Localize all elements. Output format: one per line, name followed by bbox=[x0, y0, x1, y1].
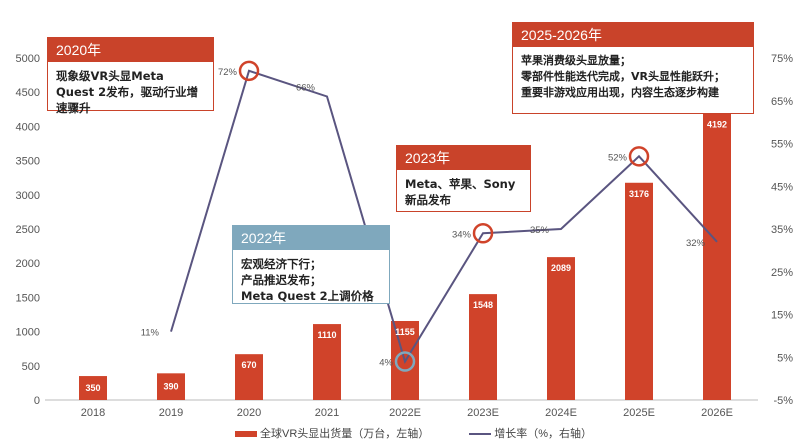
annotation-2022: 2022年 宏观经济下行； 产品推迟发布； Meta Quest 2上调价格 bbox=[232, 225, 390, 304]
right-tick-label: -5% bbox=[773, 395, 793, 407]
x-tick-label: 2022E bbox=[389, 407, 421, 419]
annotation-line: Meta Quest 2上调价格 bbox=[241, 289, 374, 303]
left-tick-label: 1500 bbox=[16, 292, 40, 304]
left-tick-label: 3000 bbox=[16, 190, 40, 202]
x-tick-label: 2023E bbox=[467, 407, 499, 419]
bar-value-label: 350 bbox=[85, 383, 100, 393]
bar-swatch bbox=[235, 431, 257, 438]
right-tick-label: 45% bbox=[771, 181, 793, 193]
left-tick-label: 4000 bbox=[16, 121, 40, 133]
left-tick-label: 1000 bbox=[16, 327, 40, 339]
left-tick-label: 2500 bbox=[16, 224, 40, 236]
annotation-2025-2026: 2025-2026年 苹果消费级头显放量； 零部件性能迭代完成，VR头显性能跃升… bbox=[512, 22, 754, 114]
growth-line bbox=[170, 69, 718, 364]
bar-value-label: 1155 bbox=[395, 327, 415, 337]
bar-value-label: 390 bbox=[163, 382, 178, 392]
bar-value-label: 3176 bbox=[629, 189, 649, 199]
highlight-circle bbox=[472, 223, 494, 244]
line-swatch bbox=[469, 433, 492, 436]
x-tick-label: 2024E bbox=[545, 407, 577, 419]
bar bbox=[157, 373, 185, 400]
growth-label: 34% bbox=[452, 229, 472, 240]
annotation-2020: 2020年 现象级VR头显Meta Quest 2发布，驱动行业增速骤升 bbox=[47, 37, 214, 115]
annotation-line: 零部件性能迭代完成，VR头显性能跃升； bbox=[521, 70, 725, 83]
annotation-line: 重要非游戏应用出现，内容生态逐步构建 bbox=[521, 86, 719, 99]
bar bbox=[547, 257, 575, 400]
annotation-title: 2020年 bbox=[48, 38, 213, 62]
growth-label: 32% bbox=[686, 238, 706, 249]
bar bbox=[625, 182, 653, 400]
right-tick-label: 55% bbox=[771, 139, 793, 151]
left-tick-label: 3500 bbox=[16, 156, 40, 168]
growth-label: 72% bbox=[218, 67, 238, 78]
bar bbox=[235, 354, 263, 400]
bar-value-label: 670 bbox=[241, 360, 256, 370]
legend: 全球VR头显出货量（万台，左轴） 增长率（%，右轴） bbox=[235, 425, 592, 441]
bar-value-label: 4192 bbox=[707, 119, 727, 129]
growth-label: 11% bbox=[141, 328, 160, 339]
left-tick-label: 2000 bbox=[16, 258, 40, 270]
bar-value-label: 2089 bbox=[551, 263, 571, 273]
x-tick-label: 2021 bbox=[315, 407, 339, 419]
bar bbox=[469, 294, 497, 400]
legend-label: 增长率（%，右轴） bbox=[494, 428, 593, 440]
annotation-line: 苹果消费级头显放量； bbox=[521, 54, 631, 67]
right-tick-label: 15% bbox=[771, 310, 793, 322]
x-tick-label: 2025E bbox=[623, 407, 655, 419]
legend-label: 全球VR头显出货量（万台，左轴） bbox=[260, 428, 430, 440]
annotation-title: 2023年 bbox=[397, 146, 530, 170]
bar-value-label: 1110 bbox=[317, 330, 336, 340]
x-tick-label: 2020 bbox=[237, 407, 261, 419]
bar-value-label: 1548 bbox=[473, 300, 493, 310]
annotation-title: 2025-2026年 bbox=[513, 23, 753, 47]
annotation-text: 现象级VR头显Meta Quest 2发布，驱动行业增速骤升 bbox=[56, 69, 199, 115]
left-tick-label: 5000 bbox=[16, 53, 40, 65]
annotation-line: 宏观经济下行； bbox=[241, 257, 322, 271]
left-tick-label: 4500 bbox=[16, 87, 40, 99]
legend-item-line: 增长率（%，右轴） bbox=[469, 425, 592, 441]
bar bbox=[313, 324, 341, 400]
annotation-text: Meta、苹果、Sony新品发布 bbox=[405, 177, 516, 207]
annotation-title: 2022年 bbox=[233, 226, 389, 250]
right-tick-label: 65% bbox=[771, 96, 793, 108]
growth-label: 52% bbox=[608, 152, 628, 163]
legend-item-bar: 全球VR头显出货量（万台，左轴） bbox=[235, 425, 429, 441]
right-tick-label: 25% bbox=[771, 267, 793, 279]
right-tick-label: 5% bbox=[777, 352, 793, 364]
left-tick-label: 500 bbox=[22, 361, 40, 373]
right-tick-label: 35% bbox=[771, 224, 793, 236]
highlight-circle bbox=[238, 60, 260, 82]
highlight-circle bbox=[628, 146, 650, 167]
growth-label: 4% bbox=[379, 358, 393, 369]
annotation-line: 产品推迟发布； bbox=[241, 273, 322, 287]
bar bbox=[703, 113, 731, 400]
left-tick-label: 0 bbox=[34, 395, 40, 407]
growth-label: 35% bbox=[530, 225, 550, 236]
right-tick-label: 75% bbox=[771, 53, 793, 65]
x-tick-label: 2019 bbox=[159, 407, 183, 419]
growth-label: 66% bbox=[296, 82, 316, 93]
bar bbox=[79, 376, 107, 400]
highlight-circle bbox=[394, 351, 416, 372]
annotation-2023: 2023年 Meta、苹果、Sony新品发布 bbox=[396, 145, 531, 212]
x-tick-label: 2026E bbox=[701, 407, 733, 419]
x-tick-label: 2018 bbox=[81, 407, 105, 419]
